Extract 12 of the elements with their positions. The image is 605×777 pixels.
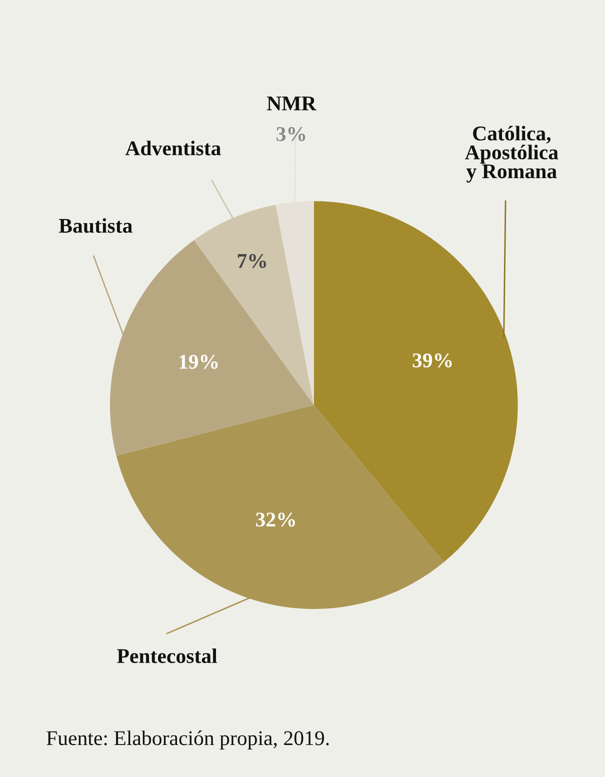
- slice-label: NMR: [266, 96, 316, 110]
- slice-label: Bautista: [58, 218, 132, 233]
- slice-label: Católica, Apostólica y Romana: [465, 126, 558, 183]
- source-note: Fuente: Elaboración propia, 2019.: [46, 730, 329, 750]
- slice-label: Pentecostal: [117, 648, 218, 664]
- data-label: 39%: [412, 353, 452, 368]
- slice-label: Adventista: [125, 140, 221, 156]
- pie-slice: [314, 201, 518, 562]
- data-label: 3%: [276, 127, 306, 142]
- data-label: 7%: [238, 254, 266, 268]
- data-label: 19%: [180, 354, 218, 369]
- data-label: 32%: [256, 512, 295, 527]
